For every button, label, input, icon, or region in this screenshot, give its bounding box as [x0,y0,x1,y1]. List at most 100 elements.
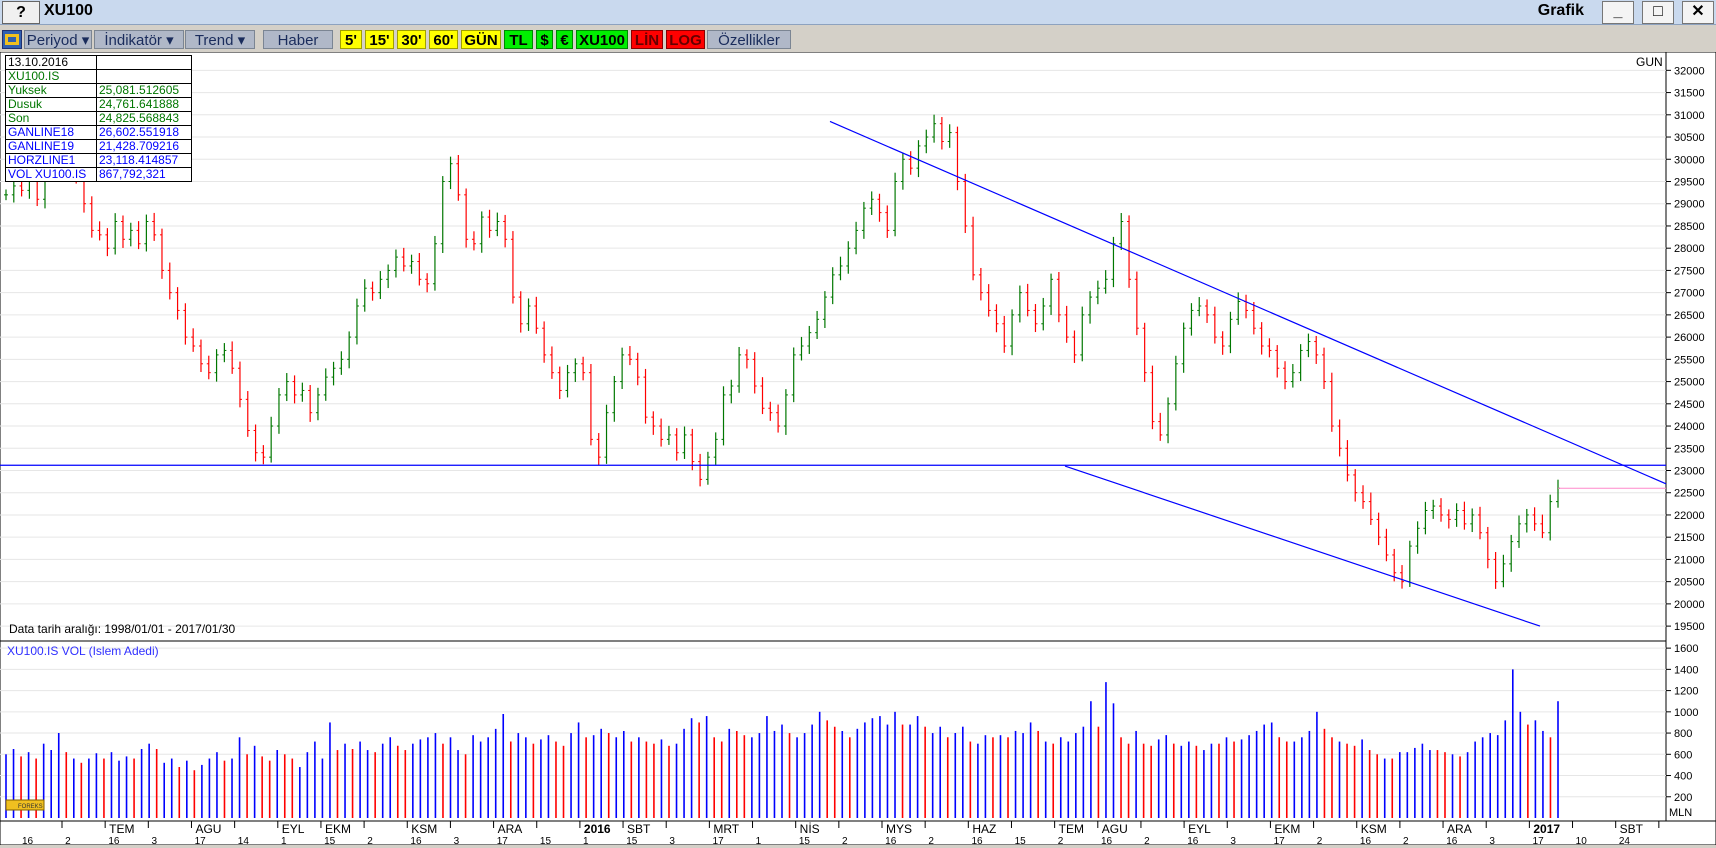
info-row: GANLINE19 21,428.709216 [5,139,192,154]
x-day-label: 16 [1101,836,1113,845]
help-button[interactable]: ? [2,1,40,24]
x-month-label: SBT [627,822,651,836]
chart-area[interactable]: 19500 20000 20500 21000 21500 22000 22500 23000… [0,51,1716,848]
price-bar [565,364,570,398]
window-title: XU100 [44,2,93,19]
price-bar [1142,322,1147,382]
price-bar [916,140,921,178]
chevron-down-icon: ▾ [237,32,246,49]
info-value: 24,825.568843 [96,111,192,126]
volume-title: XU100.IS VOL (Islem Adedi) [7,644,159,658]
price-bar [1392,548,1397,582]
price-bar [198,339,203,373]
price-bar [113,213,118,255]
ozellikler-button[interactable]: Özellikler [707,30,791,49]
period-5-button[interactable]: 5' [340,30,362,49]
price-bar [1056,271,1061,323]
price-bar [1368,492,1373,525]
x-month-label: EKM [1274,822,1300,836]
x-month-label: TEM [109,822,134,836]
volume-tick-label: 1400 [1674,664,1698,676]
price-bar [939,117,944,150]
price-bar [409,254,414,274]
info-label: HORZLINE1 [5,153,97,168]
price-bar [1454,503,1459,527]
price-bar [1103,270,1108,294]
x-month-label: EKM [325,822,351,836]
price-bar [690,428,695,471]
price-bar [1298,344,1303,382]
currency-usd-button[interactable]: $ [536,30,553,49]
ganline18[interactable] [829,120,1667,485]
trend-menu[interactable]: Trend ▾ [185,30,255,49]
symbol-button[interactable]: XU100 [576,30,628,49]
price-bar [401,247,406,272]
price-bar [971,216,976,281]
price-bar [440,176,445,253]
period-gun-button[interactable]: GÜN [461,30,501,49]
x-day-label: 15 [324,836,336,845]
price-bar [908,151,913,175]
price-bar [1072,330,1077,363]
x-month-label: SBT [1620,822,1644,836]
x-month-label: 2017 [1533,822,1560,836]
periyod-menu[interactable]: Periyod ▾ [24,30,92,49]
price-bar [885,205,890,238]
price-bar [1384,528,1389,562]
price-bar [1173,355,1178,411]
price-bar [152,212,157,241]
currency-eur-button[interactable]: € [556,30,573,49]
y-tick-label: 31000 [1674,110,1705,122]
price-bar [1197,297,1202,317]
x-month-label: HAZ [972,822,996,836]
price-bar [635,352,640,386]
x-day-label: 15 [540,836,552,845]
price-bar [471,231,476,251]
x-day-label: 16 [22,836,34,845]
x-day-label: 14 [238,836,250,845]
price-bar [167,262,172,300]
volume-panel-background [0,640,1667,822]
price-bar [698,453,703,487]
x-day-label: 3 [1489,836,1495,845]
trend-lines [0,120,1667,627]
period-60-button[interactable]: 60' [429,30,458,49]
indikator-menu[interactable]: İndikatör ▾ [94,30,184,49]
linear-scale-button[interactable]: LİN [631,30,663,49]
x-day-label: 2 [1403,836,1409,845]
minimize-button[interactable]: _ [1602,1,1634,24]
haber-button[interactable]: Haber [263,30,333,49]
price-bar [1205,299,1210,323]
app-logo-icon[interactable] [2,30,22,49]
x-month-label: NİS [800,822,820,836]
chart-canvas[interactable]: 1950020000205002100021500220002250023000… [0,51,1716,847]
price-bar [1462,501,1467,530]
x-month-label: AGU [1102,822,1128,836]
price-bar [1361,485,1366,509]
x-day-label: 17 [713,836,725,845]
info-label: VOL XU100.IS [5,167,97,182]
maximize-button[interactable]: □ [1642,1,1674,24]
period-15-button[interactable]: 15' [365,30,394,49]
app-name: Grafik [1537,2,1584,19]
price-bar [347,331,352,369]
ganline19[interactable] [1064,465,1541,627]
info-value: 26,602.551918 [96,125,192,140]
price-bar [947,124,952,148]
info-row: HORZLINE1 23,118.414857 [5,153,192,168]
trend-label: Trend [194,32,234,49]
close-button[interactable]: ✕ [1682,1,1714,24]
price-bar [1267,338,1272,358]
price-bar [1228,311,1233,354]
volume-unit-label: MLN [1669,807,1692,819]
price-bar [1166,397,1171,444]
currency-tl-button[interactable]: TL [504,30,533,49]
x-day-label: 15 [1015,836,1027,845]
period-30-button[interactable]: 30' [397,30,426,49]
price-bar [487,209,492,238]
toolbar: Periyod ▾ İndikatör ▾ Trend ▾ Haber 5' 1… [0,28,1716,52]
info-label: GANLINE18 [5,125,97,140]
price-bar [261,445,266,465]
log-scale-button[interactable]: LOG [666,30,705,49]
y-tick-label: 23500 [1674,443,1705,455]
